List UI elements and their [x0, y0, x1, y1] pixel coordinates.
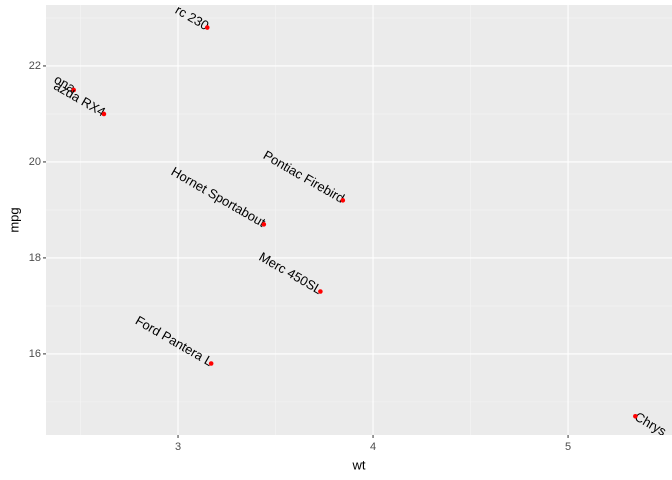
point — [204, 25, 210, 30]
x-tick-label: 5 — [565, 441, 571, 453]
y-tick-label: 16 — [29, 348, 41, 360]
x-axis-title: wt — [352, 457, 366, 472]
grid — [46, 5, 672, 435]
point — [318, 289, 323, 294]
point — [208, 361, 214, 366]
point — [71, 87, 76, 93]
y-tick-label: 18 — [29, 252, 41, 264]
y-tick-label: 20 — [29, 156, 41, 168]
panel — [46, 5, 672, 435]
y-axis-title: mpg — [6, 207, 21, 232]
point — [101, 111, 107, 117]
y-tick-label: 22 — [29, 60, 41, 72]
point — [340, 198, 346, 203]
x-tick-label: 3 — [175, 441, 181, 453]
point — [261, 222, 267, 227]
point — [633, 413, 638, 419]
x-tick-label: 4 — [370, 441, 376, 453]
